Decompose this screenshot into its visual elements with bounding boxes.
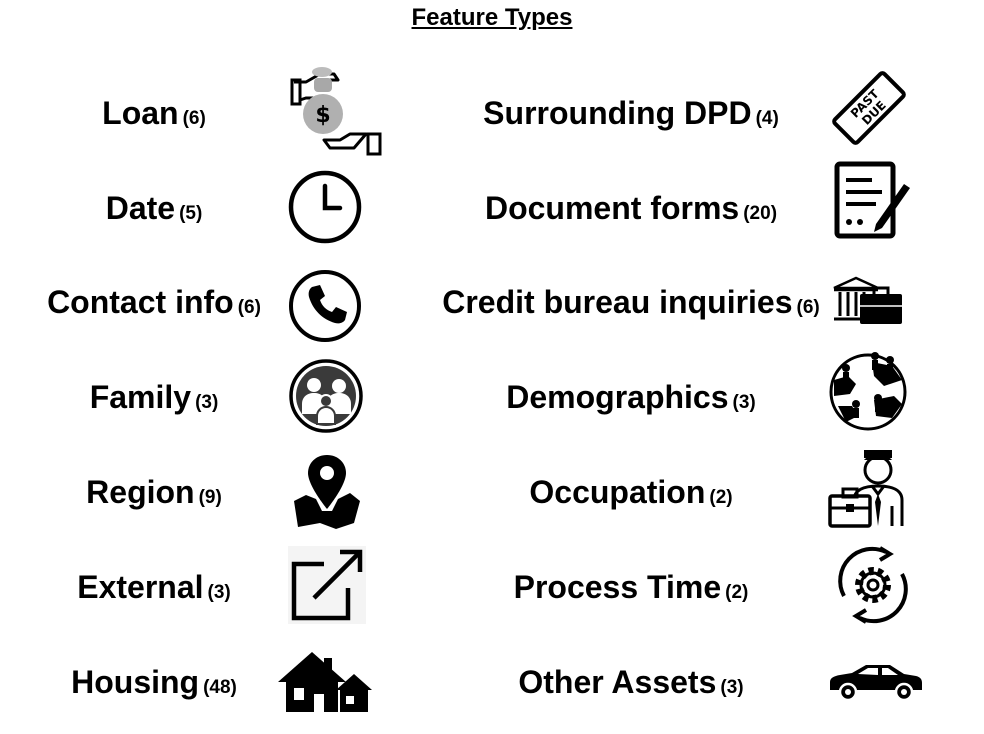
feature-name: Process Time bbox=[513, 569, 722, 605]
feature-name: Date bbox=[105, 190, 176, 226]
feature-name: Credit bureau inquiries bbox=[442, 284, 793, 320]
feature-label-surrounding-dpd: Surrounding DPD (4) bbox=[483, 97, 779, 129]
feature-label-external: External (3) bbox=[77, 571, 231, 603]
past-due-stamp-icon: PAST DUE bbox=[828, 68, 910, 148]
feature-count: (6) bbox=[182, 108, 206, 129]
feature-label-demographics: Demographics (3) bbox=[506, 381, 756, 413]
businessman-icon bbox=[828, 446, 918, 528]
document-pen-icon bbox=[832, 160, 912, 240]
feature-name: Demographics bbox=[506, 379, 729, 415]
feature-label-region: Region (9) bbox=[86, 476, 222, 508]
feature-name: Contact info bbox=[47, 284, 234, 320]
gear-cycle-icon bbox=[832, 544, 914, 626]
feature-count: (6) bbox=[237, 297, 261, 318]
feature-count: (3) bbox=[195, 392, 219, 413]
clock-icon bbox=[288, 170, 362, 244]
feature-name: Occupation bbox=[529, 474, 706, 510]
family-icon bbox=[288, 358, 364, 434]
feature-label-occupation: Occupation (2) bbox=[529, 476, 732, 508]
houses-icon bbox=[276, 650, 374, 714]
feature-count: (9) bbox=[198, 487, 222, 508]
feature-name: Other Assets bbox=[518, 664, 717, 700]
external-link-icon bbox=[288, 546, 366, 624]
feature-name: External bbox=[77, 569, 204, 605]
feature-count: (4) bbox=[755, 108, 779, 129]
feature-count: (48) bbox=[203, 677, 237, 698]
feature-label-credit-bureau-inquiries: Credit bureau inquiries (6) bbox=[442, 286, 820, 318]
feature-label-process-time: Process Time (2) bbox=[514, 571, 749, 603]
feature-count: (20) bbox=[743, 203, 778, 224]
feature-name: Loan bbox=[102, 95, 179, 131]
feature-count: (3) bbox=[207, 582, 231, 603]
feature-name: Region bbox=[86, 474, 195, 510]
feature-label-loan: Loan (6) bbox=[102, 97, 206, 129]
feature-count: (3) bbox=[720, 677, 744, 698]
feature-name: Document forms bbox=[484, 190, 740, 226]
feature-name: Family bbox=[89, 379, 192, 415]
feature-label-family: Family (3) bbox=[90, 381, 219, 413]
map-pin-icon bbox=[292, 453, 362, 529]
svg-text:$: $ bbox=[315, 103, 330, 128]
feature-count: (2) bbox=[709, 487, 733, 508]
people-globe-icon bbox=[828, 350, 908, 432]
phone-icon bbox=[288, 269, 362, 343]
feature-name: Housing bbox=[71, 664, 200, 700]
feature-count: (5) bbox=[179, 203, 203, 224]
feature-label-housing: Housing (48) bbox=[71, 666, 237, 698]
feature-count: (6) bbox=[796, 297, 820, 318]
page-title: Feature Types bbox=[411, 4, 573, 31]
feature-label-date: Date (5) bbox=[106, 192, 203, 224]
bank-briefcase-icon bbox=[832, 276, 904, 328]
feature-count: (2) bbox=[725, 582, 749, 603]
money-bag-hands-icon: $ bbox=[288, 64, 384, 158]
feature-label-contact-info: Contact info (6) bbox=[47, 286, 261, 318]
feature-label-document-forms: Document forms (20) bbox=[485, 192, 777, 224]
feature-label-other-assets: Other Assets (3) bbox=[518, 666, 743, 698]
feature-count: (3) bbox=[732, 392, 756, 413]
car-icon bbox=[828, 664, 924, 702]
feature-name: Surrounding DPD bbox=[483, 95, 752, 131]
